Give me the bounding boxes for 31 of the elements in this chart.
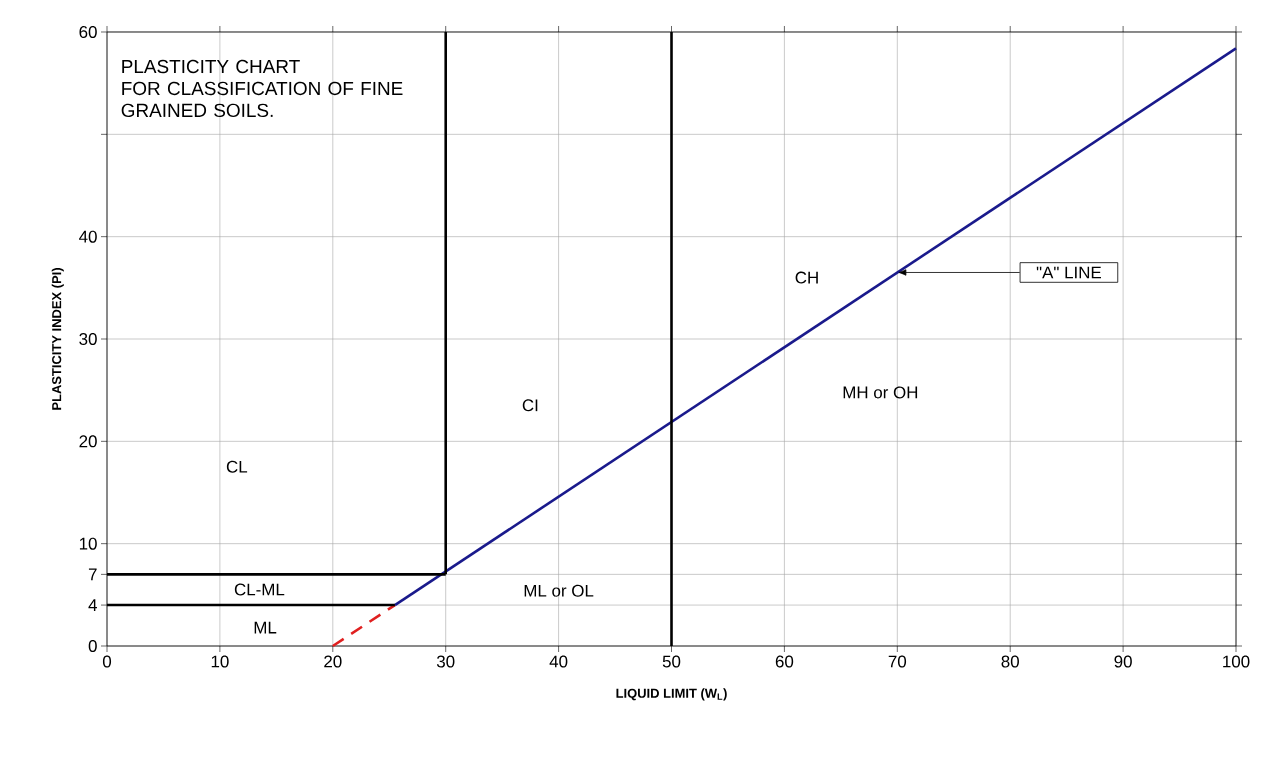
y-tick-label: 30 [79, 333, 97, 345]
x-tick-label: 80 [1001, 655, 1019, 668]
x-tick-label: 30 [436, 655, 455, 668]
annotation: CH [795, 271, 818, 284]
annotation: MH or OH [843, 386, 918, 399]
text: PLASTICITY CHART [122, 59, 300, 74]
y-tick-label: 0 [88, 640, 97, 652]
annotation: CL [226, 460, 248, 473]
annotation: CL-ML [234, 583, 285, 596]
y-tick-label: 40 [79, 230, 97, 243]
y-tick-label: 20 [79, 435, 97, 448]
annotation: "A" LINE [1036, 266, 1101, 279]
x-tick-label: 0 [102, 655, 112, 668]
x-tick-label: 60 [775, 655, 794, 668]
annotation: ML [254, 621, 277, 634]
x-tick-label: 40 [549, 655, 568, 668]
y-tick-label: 4 [88, 599, 97, 611]
x-tick-label: 50 [662, 655, 681, 668]
text: FOR CLASSIFICATION OF FINE GRAINED SOILS. [121, 81, 403, 118]
y-tick-label: 10 [79, 537, 97, 550]
annotation: CI [522, 399, 538, 412]
annotation: ML or OL [524, 584, 594, 597]
y-tick-label: 7 [88, 568, 97, 581]
x-tick-label: 20 [324, 655, 342, 668]
x-tick-label: 70 [888, 655, 907, 668]
x-tick-label: 90 [1114, 655, 1132, 668]
x-tick-label: 100 [1223, 655, 1250, 668]
y-tick-label: 60 [79, 26, 97, 38]
x-tick-label: 10 [211, 655, 229, 668]
x-axis-title: LIQUID LIMIT (W$_{L}$) [616, 688, 727, 701]
y-axis-title: PLASTICITY INDEX (PI) [51, 268, 64, 410]
